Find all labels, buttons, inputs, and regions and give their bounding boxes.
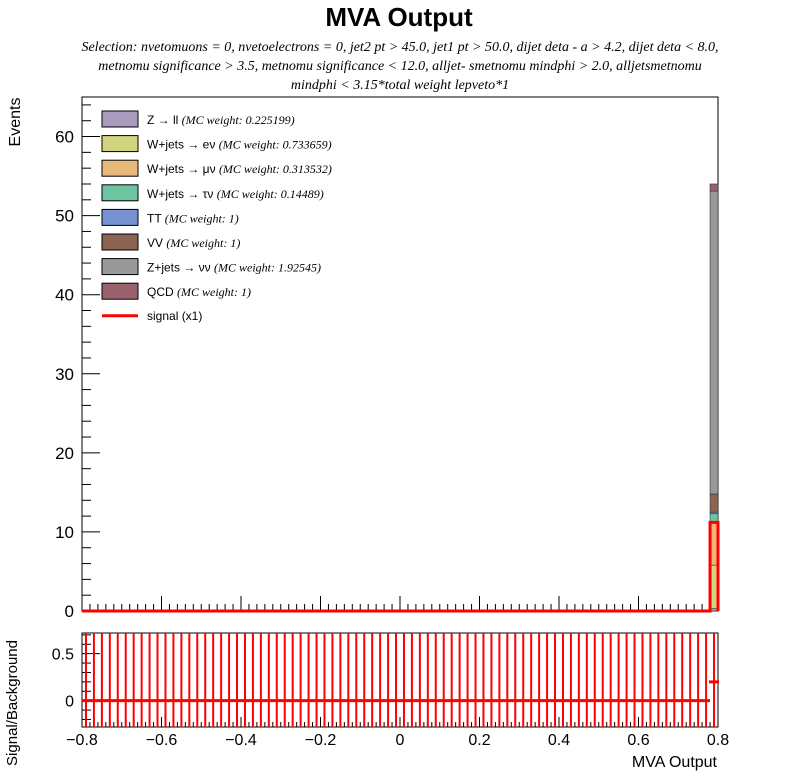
- y-tick-label: 30: [55, 365, 74, 384]
- x-axis-label: MVA Output: [632, 754, 718, 771]
- chart-title: MVA Output: [325, 2, 473, 32]
- legend-entry: W+jets → μν (MC weight: 0.313532): [147, 162, 332, 176]
- y-tick-label: 20: [55, 444, 74, 463]
- x-tick-label: 0.6: [627, 732, 649, 749]
- legend-entry: TT (MC weight: 1): [147, 211, 239, 225]
- stacked-bar-segment: [709, 493, 719, 513]
- y-tick-label: 10: [55, 523, 74, 542]
- x-tick-label: 0.4: [548, 732, 570, 749]
- x-tick-label: −0.2: [305, 732, 337, 749]
- legend-swatch: [101, 258, 139, 276]
- x-tick-label: 0.2: [468, 732, 490, 749]
- y-tick-label: 40: [55, 286, 74, 305]
- x-tick-label: −0.8: [66, 732, 98, 749]
- chart-subtitle: Selection: nvetomuons = 0, nvetoelectron…: [81, 40, 719, 93]
- y-axis-label: Events: [7, 98, 24, 147]
- y-tick-label: 60: [55, 128, 74, 147]
- signal-line: [82, 520, 720, 613]
- legend-swatch: [101, 208, 139, 226]
- legend-swatch: [101, 110, 139, 128]
- ratio-y-tick-label: 0.5: [52, 647, 74, 664]
- x-tick-label: −0.4: [225, 732, 257, 749]
- legend-entry: W+jets → eν (MC weight: 0.733659): [147, 138, 332, 152]
- x-tick-label: 0.8: [707, 732, 729, 749]
- legend-swatch: [101, 282, 139, 300]
- legend-swatch: [101, 233, 139, 251]
- ratio-plot: 0 0.5 −0.8 −0.6 −0.4 −0.2 0 0.2 0.4 0.6 0.8: [52, 632, 729, 749]
- ratio-frame: [81, 632, 719, 728]
- stacked-bar-segment: [709, 190, 719, 495]
- x-tick-label: −0.6: [146, 732, 178, 749]
- legend-entry: QCD (MC weight: 1): [147, 285, 251, 299]
- legend-entry: VV (MC weight: 1): [147, 236, 240, 250]
- y-tick-label: 0: [65, 602, 74, 621]
- legend-swatch: [101, 159, 139, 177]
- ratio-y-tick-label: 0: [65, 694, 74, 711]
- legend-swatch: [101, 135, 139, 153]
- legend-swatch: [101, 184, 139, 202]
- legend-entry: Z → ll (MC weight: 0.225199): [147, 113, 295, 127]
- ratio-y-axis-label: Signal/Background: [4, 640, 21, 766]
- main-plot: 0 10 20 30 40 50 60 Z → ll (MC weight: 0.225199…: [55, 96, 720, 621]
- stacked-bar-segment: [709, 183, 719, 192]
- legend-entry: Z+jets → νν (MC weight: 1.92545): [147, 261, 321, 275]
- x-tick-label: 0: [396, 732, 405, 749]
- y-tick-label: 50: [55, 207, 74, 226]
- legend-entry: W+jets → τν (MC weight: 0.14489): [147, 187, 324, 201]
- legend-entry-signal: signal (x1): [147, 309, 202, 323]
